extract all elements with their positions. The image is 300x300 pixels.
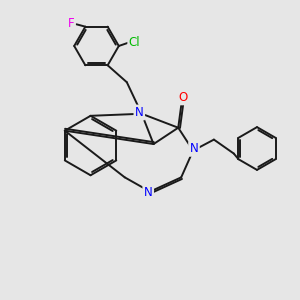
Text: F: F — [68, 17, 74, 30]
Text: Cl: Cl — [129, 36, 140, 49]
Text: N: N — [135, 106, 144, 119]
Text: N: N — [190, 142, 198, 155]
Text: O: O — [179, 91, 188, 104]
Text: N: N — [144, 186, 153, 199]
